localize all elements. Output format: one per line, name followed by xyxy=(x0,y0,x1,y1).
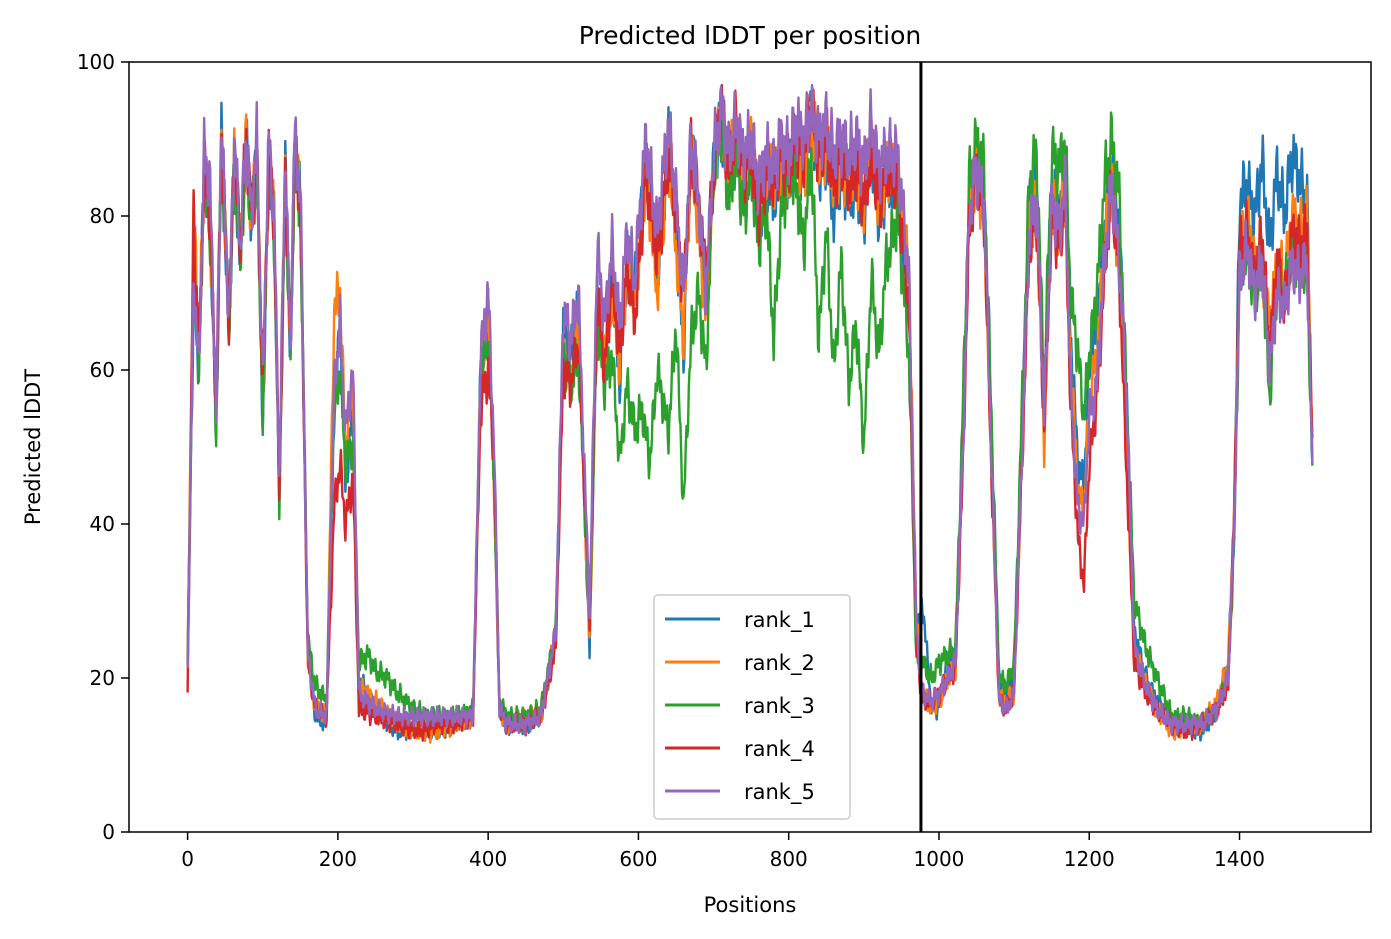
plot-frame xyxy=(128,61,1372,833)
y-axis-label: Predicted lDDT xyxy=(21,369,45,525)
series-layer xyxy=(186,83,1314,744)
x-tick-label: 1000 xyxy=(914,847,965,871)
x-tick-label: 1200 xyxy=(1064,847,1115,871)
legend-label-rank-4: rank_4 xyxy=(744,737,815,762)
x-tick-label: 0 xyxy=(181,847,194,871)
legend-label-rank-5: rank_5 xyxy=(744,780,815,805)
legend-label-rank-3: rank_3 xyxy=(744,694,815,719)
legend: rank_1 rank_2 rank_3 rank_4 rank_5 xyxy=(653,594,851,820)
chart-title: Predicted lDDT per position xyxy=(579,21,921,50)
x-axis-label: Positions xyxy=(704,893,797,917)
legend-label-rank-2: rank_2 xyxy=(744,651,815,676)
x-tick-label: 600 xyxy=(619,847,657,871)
x-tick-label: 1400 xyxy=(1214,847,1265,871)
y-tick-label: 0 xyxy=(102,820,115,844)
x-tick-label: 400 xyxy=(469,847,507,871)
series-line-rank-5 xyxy=(186,83,1314,736)
y-axis: 0 20 40 60 80 100 xyxy=(77,50,129,844)
y-tick-label: 80 xyxy=(90,204,115,228)
y-tick-label: 60 xyxy=(90,358,115,382)
x-tick-label: 800 xyxy=(770,847,808,871)
x-tick-label: 200 xyxy=(319,847,357,871)
y-tick-label: 100 xyxy=(77,50,115,74)
legend-label-rank-1: rank_1 xyxy=(744,608,815,633)
y-tick-label: 20 xyxy=(90,666,115,690)
y-tick-label: 40 xyxy=(90,512,115,536)
x-axis: 0 200 400 600 800 1000 1200 1400 xyxy=(181,832,1265,871)
legend-frame xyxy=(653,594,851,820)
